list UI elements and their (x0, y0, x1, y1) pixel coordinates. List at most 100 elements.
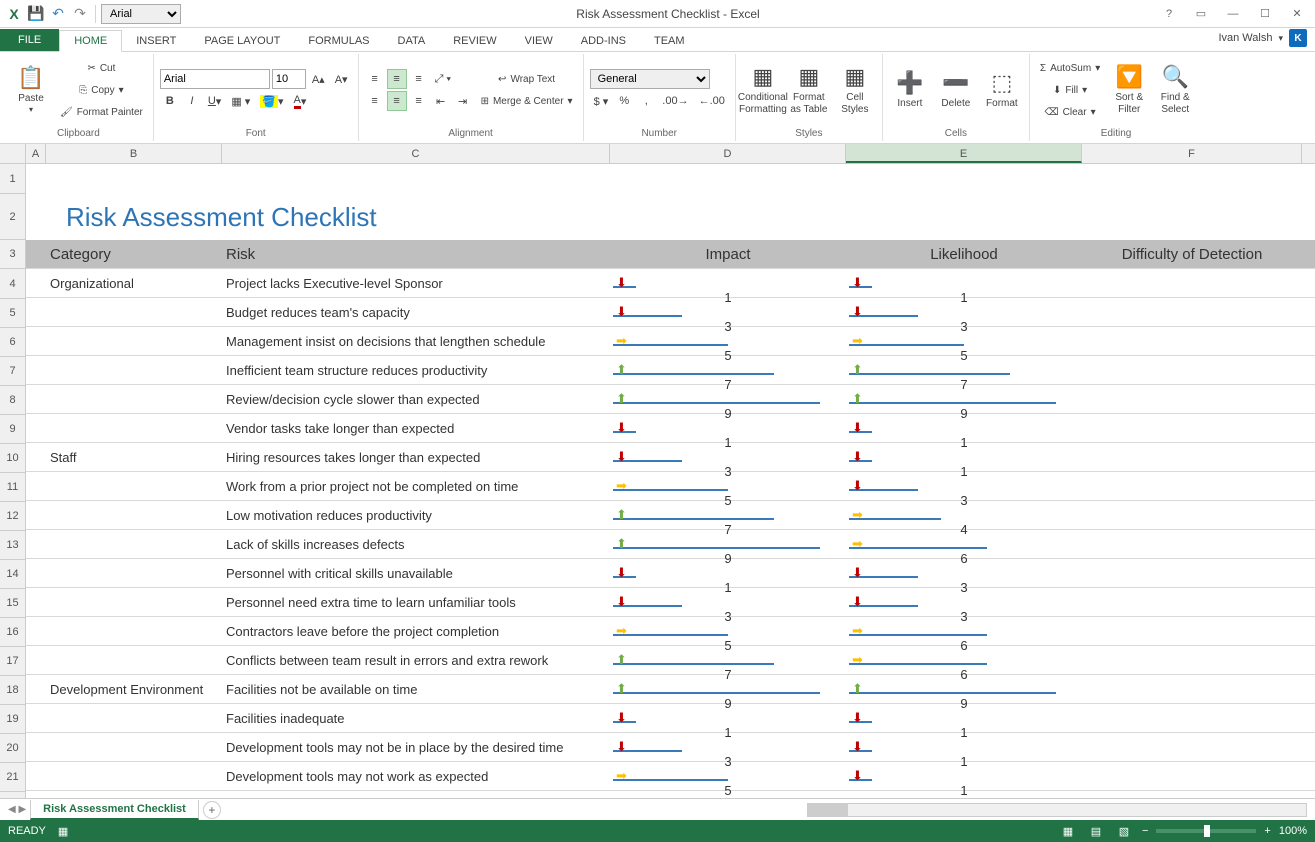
row-header[interactable]: 8 (0, 386, 25, 415)
column-header[interactable]: E (846, 144, 1082, 163)
row-header[interactable]: 17 (0, 647, 25, 676)
row-header[interactable]: 21 (0, 763, 25, 792)
tab-review[interactable]: REVIEW (439, 31, 510, 51)
tab-home[interactable]: HOME (59, 30, 122, 52)
wrap-text-button[interactable]: ↩ Wrap Text (477, 69, 577, 89)
horizontal-scrollbar[interactable] (807, 803, 1307, 817)
tab-data[interactable]: DATA (384, 31, 440, 51)
redo-icon[interactable]: ↷ (70, 4, 90, 24)
help-icon[interactable]: ? (1155, 4, 1183, 24)
row-header[interactable]: 7 (0, 357, 25, 386)
increase-indent-icon[interactable]: ⇥ (453, 91, 473, 111)
excel-icon[interactable]: X (4, 4, 24, 24)
column-header[interactable]: C (222, 144, 610, 163)
maximize-button[interactable]: ☐ (1251, 4, 1279, 24)
format-painter-button[interactable]: 🖌 Format Painter (56, 102, 147, 122)
zoom-in-button[interactable]: + (1264, 825, 1270, 837)
row-header[interactable]: 1 (0, 164, 25, 194)
align-center-icon[interactable]: ≡ (387, 91, 407, 111)
tab-formulas[interactable]: FORMULAS (294, 31, 383, 51)
font-color-button[interactable]: A ▾ (290, 91, 311, 111)
bold-button[interactable]: B (160, 91, 180, 111)
risk-cell[interactable]: Facilities not be available on time (222, 682, 610, 697)
row-header[interactable]: 6 (0, 328, 25, 357)
row-header[interactable]: 19 (0, 705, 25, 734)
underline-button[interactable]: U ▾ (204, 91, 225, 111)
paste-button[interactable]: 📋Paste▾ (10, 57, 52, 123)
undo-icon[interactable]: ↶ (48, 4, 68, 24)
risk-cell[interactable]: Inefficient team structure reduces produ… (222, 363, 610, 378)
page-layout-view-icon[interactable]: ▤ (1086, 823, 1106, 839)
conditional-formatting-button[interactable]: ▦Conditional Formatting (742, 57, 784, 123)
row-header[interactable]: 15 (0, 589, 25, 618)
row-header[interactable]: 3 (0, 240, 25, 269)
risk-cell[interactable]: Development tools may not be in place by… (222, 740, 610, 755)
copy-button[interactable]: ⎘ Copy ▾ (56, 80, 147, 100)
risk-cell[interactable]: Project lacks Executive-level Sponsor (222, 276, 610, 291)
zoom-slider[interactable] (1156, 829, 1256, 833)
cut-button[interactable]: ✂ Cut (56, 58, 147, 78)
save-icon[interactable]: 💾 (26, 4, 46, 24)
risk-cell[interactable]: Management insist on decisions that leng… (222, 334, 610, 349)
tab-file[interactable]: FILE (0, 29, 59, 51)
macro-record-icon[interactable]: ▦ (58, 825, 68, 838)
decrease-font-icon[interactable]: A▾ (331, 69, 352, 89)
clear-button[interactable]: ⌫ Clear ▾ (1036, 102, 1104, 122)
decrease-indent-icon[interactable]: ⇤ (431, 91, 451, 111)
decrease-decimal-icon[interactable]: ←.00 (695, 91, 729, 111)
align-middle-icon[interactable]: ≡ (387, 69, 407, 89)
spreadsheet-grid[interactable]: Risk Assessment Checklist Category Risk … (26, 164, 1315, 798)
risk-cell[interactable]: Conflicts between team result in errors … (222, 653, 610, 668)
risk-cell[interactable]: Vendor tasks take longer than expected (222, 421, 610, 436)
risk-cell[interactable]: Low motivation reduces productivity (222, 508, 610, 523)
normal-view-icon[interactable]: ▦ (1058, 823, 1078, 839)
zoom-out-button[interactable]: − (1142, 825, 1148, 837)
category-cell[interactable]: Development Environment (46, 682, 222, 697)
number-format-select[interactable]: General (590, 69, 710, 89)
close-button[interactable]: ✕ (1283, 4, 1311, 24)
orientation-icon[interactable]: ⤢ ▾ (431, 69, 455, 89)
tab-insert[interactable]: INSERT (122, 31, 190, 51)
cell-styles-button[interactable]: ▦Cell Styles (834, 57, 876, 123)
row-header[interactable]: 18 (0, 676, 25, 705)
risk-cell[interactable]: Lack of skills increases defects (222, 537, 610, 552)
risk-cell[interactable]: Work from a prior project not be complet… (222, 479, 610, 494)
risk-cell[interactable]: Personnel with critical skills unavailab… (222, 566, 610, 581)
row-header[interactable]: 20 (0, 734, 25, 763)
ribbon-options-icon[interactable]: ▭ (1187, 4, 1215, 24)
category-cell[interactable]: Staff (46, 450, 222, 465)
row-header[interactable]: 13 (0, 531, 25, 560)
sort-filter-button[interactable]: 🔽Sort & Filter (1108, 57, 1150, 123)
row-header[interactable]: 9 (0, 415, 25, 444)
font-name-input[interactable] (160, 69, 270, 89)
row-header[interactable]: 10 (0, 444, 25, 473)
risk-cell[interactable]: Review/decision cycle slower than expect… (222, 392, 610, 407)
user-label[interactable]: Ivan Walsh ▾ K (1210, 25, 1315, 51)
align-left-icon[interactable]: ≡ (365, 91, 385, 111)
row-header[interactable]: 2 (0, 194, 25, 240)
tab-page-layout[interactable]: PAGE LAYOUT (190, 31, 294, 51)
column-header[interactable]: F (1082, 144, 1302, 163)
fill-button[interactable]: ⬇ Fill ▾ (1036, 80, 1104, 100)
increase-font-icon[interactable]: A▴ (308, 69, 329, 89)
select-all-corner[interactable] (0, 144, 26, 163)
risk-cell[interactable]: Contractors leave before the project com… (222, 624, 610, 639)
row-header[interactable]: 4 (0, 269, 25, 299)
accounting-icon[interactable]: $ ▾ (590, 91, 613, 111)
find-select-button[interactable]: 🔍Find & Select (1154, 57, 1196, 123)
autosum-button[interactable]: Σ AutoSum ▾ (1036, 58, 1104, 78)
column-header[interactable]: B (46, 144, 222, 163)
delete-cells-button[interactable]: ➖Delete (935, 57, 977, 123)
column-header[interactable]: D (610, 144, 846, 163)
sheet-nav[interactable]: ◀ ▶ (8, 804, 26, 815)
minimize-button[interactable]: — (1219, 4, 1247, 24)
tab-team[interactable]: TEAM (640, 31, 699, 51)
row-header[interactable]: 12 (0, 502, 25, 531)
tab-view[interactable]: VIEW (511, 31, 567, 51)
align-right-icon[interactable]: ≡ (409, 91, 429, 111)
format-as-table-button[interactable]: ▦Format as Table (788, 57, 830, 123)
font-size-input[interactable] (272, 69, 306, 89)
increase-decimal-icon[interactable]: .00→ (658, 91, 692, 111)
risk-cell[interactable]: Hiring resources takes longer than expec… (222, 450, 610, 465)
insert-cells-button[interactable]: ➕Insert (889, 57, 931, 123)
